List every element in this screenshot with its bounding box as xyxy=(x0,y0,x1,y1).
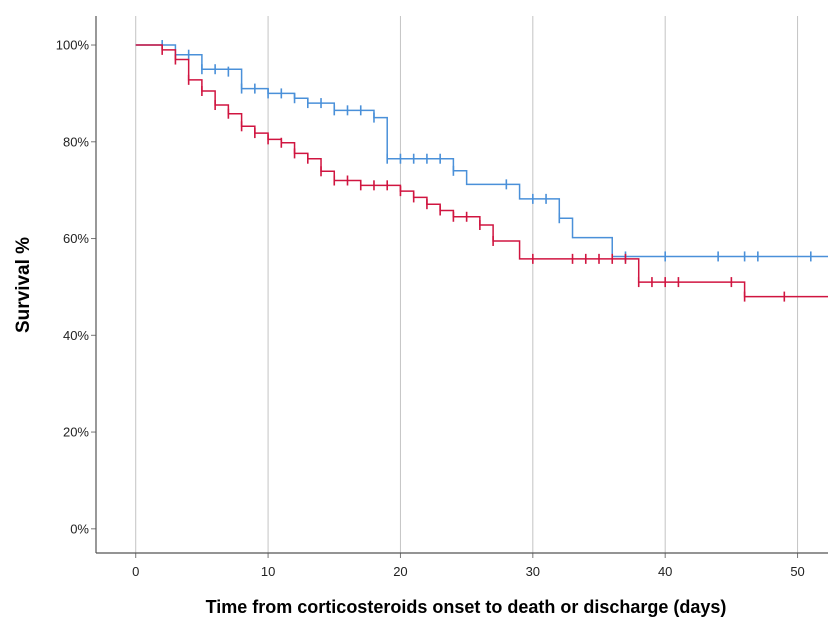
series-2-line xyxy=(135,44,828,298)
y-axis-title: Survival % xyxy=(13,237,34,333)
series-1 xyxy=(135,40,828,262)
x-tick-label: 50 xyxy=(790,564,804,579)
y-tick-label: 80% xyxy=(63,134,89,149)
y-tick-label: 20% xyxy=(63,425,89,440)
y-tick-label: 0% xyxy=(70,521,89,536)
x-tick-label: 30 xyxy=(526,564,540,579)
axes xyxy=(91,16,828,558)
y-tick-label: 100% xyxy=(56,38,90,53)
x-axis-title: Time from corticosteroids onset to death… xyxy=(206,597,727,617)
y-tick-label: 40% xyxy=(63,328,89,343)
x-tick-label: 0 xyxy=(132,564,139,579)
x-tick-label: 20 xyxy=(393,564,407,579)
x-tick-label: 10 xyxy=(261,564,275,579)
series-group xyxy=(135,40,828,302)
x-tick-label: 40 xyxy=(658,564,672,579)
tick-labels: 0 10 20 30 40 50 0% 20% 40% 60% 80% 100% xyxy=(56,38,805,579)
y-tick-label: 60% xyxy=(63,231,89,246)
grid-lines xyxy=(135,16,799,553)
series-2 xyxy=(135,44,828,302)
